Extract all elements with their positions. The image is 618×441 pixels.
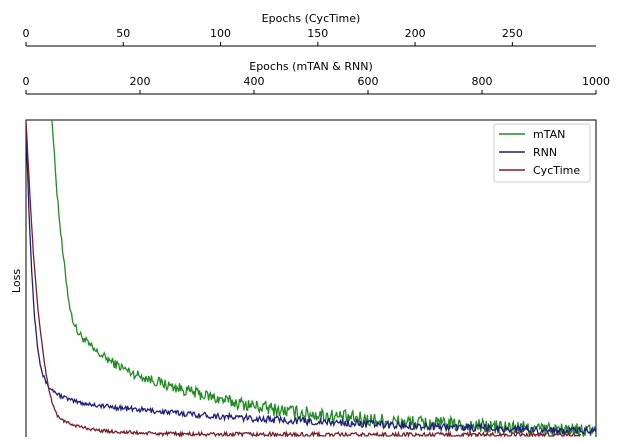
- series-line-rnn: [26, 124, 596, 436]
- top-axis-mtan-rnn-label: Epochs (mTAN & RNN): [249, 60, 373, 73]
- top-axis-cyctime-ticks: 0 50 100 150 200 250: [23, 27, 523, 46]
- legend-items: mTAN RNN CycTime: [499, 128, 580, 177]
- legend-box: [493, 123, 591, 183]
- plot-frame: [25, 119, 597, 441]
- top-axis-2-tick-label: 0: [23, 75, 30, 88]
- y-axis-label: Loss: [10, 269, 23, 293]
- top-axis-1-tick-label: 50: [116, 27, 130, 40]
- legend-label-mtan: mTAN: [533, 128, 565, 141]
- top-axis-1-tick-label: 250: [502, 27, 523, 40]
- top-axis-2-tick-label: 400: [244, 75, 265, 88]
- top-axis-1-tick-label: 100: [210, 27, 231, 40]
- top-axis-1-tick-label: 150: [307, 27, 328, 40]
- series-group: [26, 120, 596, 437]
- top-axis-2-tick-label: 600: [358, 75, 379, 88]
- top-axis-mtan-rnn: Epochs (mTAN & RNN) 0 200 400 600 800 1000: [23, 60, 610, 95]
- legend-label-rnn: RNN: [533, 146, 557, 159]
- legend: mTAN RNN CycTime: [493, 123, 591, 183]
- top-axis-2-tick-label: 800: [472, 75, 493, 88]
- top-axis-1-tick-label: 0: [23, 27, 30, 40]
- top-axis-2-tick-label: 200: [130, 75, 151, 88]
- top-axis-mtan-rnn-ticks: 0 200 400 600 800 1000: [23, 75, 610, 94]
- top-axis-cyctime: Epochs (CycTime) 0 50 100 150 200 250: [23, 12, 596, 47]
- top-axis-cyctime-label: Epochs (CycTime): [262, 12, 361, 25]
- legend-label-cyctime: CycTime: [533, 164, 580, 177]
- series-line-cyctime: [26, 121, 582, 437]
- top-axis-2-tick-label: 1000: [582, 75, 610, 88]
- top-axis-1-tick-label: 200: [405, 27, 426, 40]
